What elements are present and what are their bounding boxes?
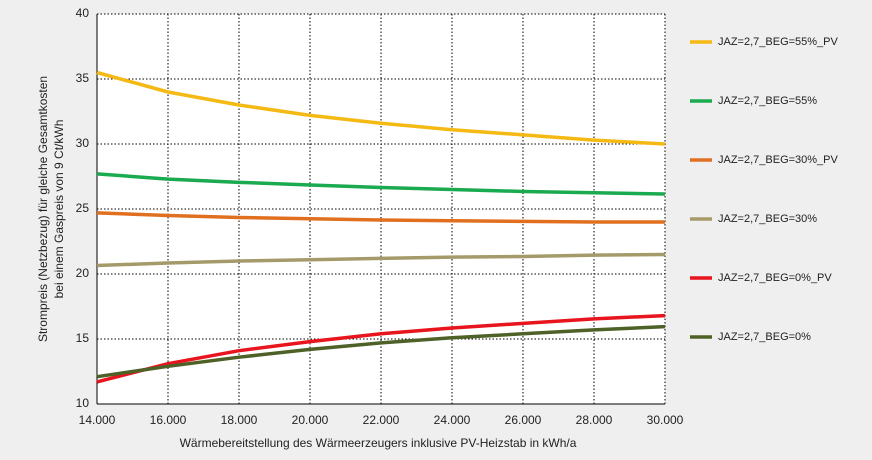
y-tick-label: 40 bbox=[76, 6, 90, 20]
legend-label: JAZ=2,7_BEG=55%_PV bbox=[718, 36, 839, 48]
y-tick-label: 25 bbox=[76, 201, 90, 215]
y-tick-label: 35 bbox=[76, 71, 90, 85]
x-tick-label: 28.000 bbox=[576, 413, 613, 427]
series-line bbox=[96, 324, 666, 379]
x-tick-label: 14.000 bbox=[79, 413, 116, 427]
legend-label: JAZ=2,7_BEG=0%_PV bbox=[718, 272, 832, 284]
x-tick-label: 30.000 bbox=[647, 413, 684, 427]
x-tick-label: 22.000 bbox=[363, 413, 400, 427]
y-tick-label: 15 bbox=[76, 331, 90, 345]
series-line bbox=[96, 211, 665, 224]
legend-label: JAZ=2,7_BEG=55% bbox=[718, 95, 817, 107]
y-tick-label: 10 bbox=[76, 396, 90, 410]
series-line bbox=[96, 313, 666, 384]
x-tick-label: 16.000 bbox=[150, 413, 187, 427]
x-axis-label: Wärmebereitstellung des Wärmeerzeugers i… bbox=[180, 436, 577, 450]
legend-label: JAZ=2,7_BEG=30% bbox=[718, 213, 817, 225]
series-line bbox=[96, 70, 666, 146]
legend-label: JAZ=2,7_BEG=30%_PV bbox=[718, 154, 839, 166]
x-tick-label: 18.000 bbox=[221, 413, 258, 427]
x-tick-label: 20.000 bbox=[292, 413, 329, 427]
series-line bbox=[96, 252, 666, 268]
x-tick-label: 24.000 bbox=[434, 413, 471, 427]
y-axis-label: bei einem Gaspreis von 9 Ct/kWh bbox=[52, 120, 66, 299]
series-line bbox=[96, 172, 666, 196]
x-tick-label: 26.000 bbox=[505, 413, 542, 427]
y-tick-label: 20 bbox=[76, 266, 90, 280]
legend-label: JAZ=2,7_BEG=0% bbox=[718, 331, 811, 343]
y-axis-label: Strompreis (Netzbezug) für gleiche Gesam… bbox=[36, 76, 50, 342]
y-tick-label: 30 bbox=[76, 136, 90, 150]
